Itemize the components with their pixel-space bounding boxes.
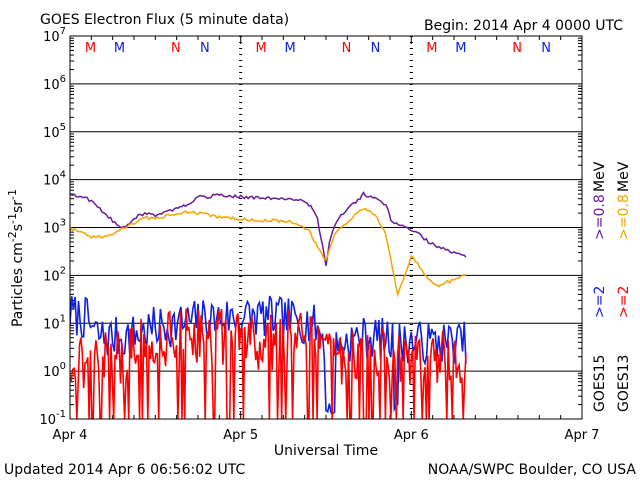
legend-unit-label: MeV (616, 161, 632, 192)
legend-unit-label: MeV (592, 161, 608, 192)
legend-sat: GOES13 (616, 355, 632, 412)
plot-frame (69, 35, 583, 420)
begin-time: Begin: 2014 Apr 4 0000 UTC (424, 18, 623, 34)
x-axis-label: Universal Time (274, 443, 378, 459)
mn-marker: M (114, 41, 125, 56)
legend-sat-label: GOES13 (616, 355, 632, 412)
legend-ge08: >=0.8 (616, 194, 632, 240)
mn-marker: M (455, 41, 466, 56)
legend-ge2: >=2 (592, 286, 608, 318)
series-line (70, 191, 467, 267)
legend-unit: MeV (592, 161, 608, 192)
chart-title: GOES Electron Flux (5 minute data) (40, 12, 289, 28)
mn-marker: N (541, 41, 551, 56)
y-tick-label: 103 (43, 218, 66, 237)
updated-timestamp: Updated 2014 Apr 6 06:56:02 UTC (4, 462, 245, 478)
mn-marker: N (371, 41, 381, 56)
x-tick-label: Apr 6 (394, 428, 429, 443)
mn-marker: M (85, 41, 96, 56)
y-tick-label: 10-1 (39, 409, 66, 428)
y-tick-label: 106 (43, 74, 66, 93)
x-tick-label: Apr 5 (223, 428, 258, 443)
svg-text:Particles cm-2s-1sr-1: Particles cm-2s-1sr-1 (6, 189, 26, 327)
y-tick-label: 107 (43, 26, 66, 45)
y-tick-label: 105 (43, 122, 66, 141)
mn-marker: N (171, 41, 181, 56)
legend-sat-label: GOES15 (592, 355, 608, 412)
mn-marker: N (512, 41, 522, 56)
legend-ge08: >=0.8 (592, 194, 608, 240)
y-axis-label: Particles cm-2s-1sr-1 (6, 189, 26, 327)
legend-ge2-label: >=2 (592, 286, 608, 318)
x-tick-label: Apr 7 (565, 428, 600, 443)
legend-ge08-label: >=0.8 (592, 194, 608, 240)
legend-ge2: >=2 (616, 286, 632, 318)
y-tick-label: 100 (43, 361, 66, 380)
y-tick-label: 101 (43, 313, 66, 332)
mn-marker: M (285, 41, 296, 56)
mn-marker: N (200, 41, 210, 56)
y-tick-label: 102 (43, 265, 66, 284)
series-line (70, 308, 467, 419)
y-tick-label: 104 (43, 170, 66, 189)
gridlines (70, 37, 582, 406)
mn-marker: M (256, 41, 267, 56)
credit-text: NOAA/SWPC Boulder, CO USA (428, 462, 637, 478)
legend-ge2-label: >=2 (616, 286, 632, 318)
mn-marker: M (426, 41, 437, 56)
legend-ge08-label: >=0.8 (616, 194, 632, 240)
legend-unit: MeV (616, 161, 632, 192)
data-series (70, 191, 467, 419)
mn-marker: N (342, 41, 352, 56)
series-line (70, 207, 467, 298)
legend: GOES15 >=2 >=0.8 MeV GOES13 >=2 >=0.8 MeV (592, 161, 632, 412)
legend-sat: GOES15 (592, 355, 608, 412)
series-line (70, 295, 467, 415)
x-tick-label: Apr 4 (53, 428, 88, 443)
x-tick-labels: Apr 4 Apr 5 Apr 6 Apr 7 (53, 428, 600, 443)
y-tick-labels: 10-1 100 101 102 103 104 105 106 107 (39, 26, 66, 428)
